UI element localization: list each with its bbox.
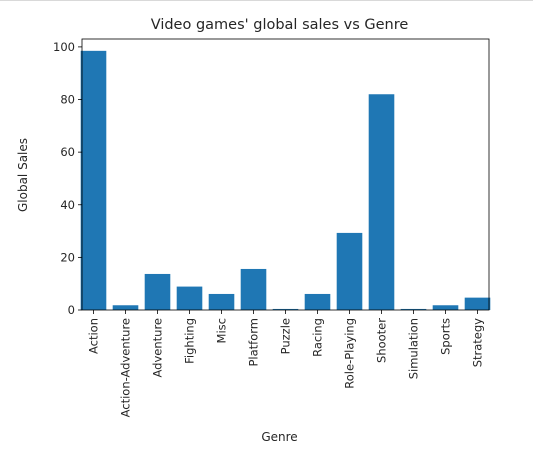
y-tick-label: 60 bbox=[60, 145, 75, 159]
x-tick-label: Role-Playing bbox=[343, 318, 357, 389]
bar-sports bbox=[433, 305, 459, 310]
x-tick-label: Fighting bbox=[183, 318, 197, 364]
y-tick-label: 0 bbox=[68, 303, 75, 317]
y-ticks-group: 0 20 40 60 80 100 bbox=[53, 40, 82, 317]
x-tick-label: Adventure bbox=[151, 318, 165, 377]
x-tick-label: Simulation bbox=[407, 318, 421, 379]
plot-frame bbox=[82, 39, 489, 310]
bar-action bbox=[81, 51, 107, 310]
x-tick-label: Platform bbox=[247, 318, 261, 367]
x-tick-label: Action bbox=[87, 318, 101, 354]
x-tick-label: Shooter bbox=[375, 318, 389, 363]
bar-role-playing bbox=[337, 233, 363, 310]
bar-fighting bbox=[177, 287, 203, 310]
x-axis-label: Genre bbox=[261, 430, 297, 444]
x-tick-label: Sports bbox=[439, 318, 453, 355]
bar-misc bbox=[209, 294, 235, 310]
x-tick-label: Strategy bbox=[471, 318, 485, 367]
x-tick-label: Racing bbox=[311, 318, 325, 357]
y-tick-label: 20 bbox=[60, 250, 75, 264]
bar-adventure bbox=[145, 274, 171, 310]
y-tick-label: 80 bbox=[60, 93, 75, 107]
chart-title: Video games' global sales vs Genre bbox=[151, 17, 409, 33]
y-tick-label: 100 bbox=[53, 40, 75, 54]
y-tick-label: 40 bbox=[60, 198, 75, 212]
x-ticks-group: Action Action-Adventure Adventure Fighting M… bbox=[87, 310, 485, 417]
x-tick-label: Action-Adventure bbox=[119, 318, 133, 417]
y-axis-label: Global Sales bbox=[16, 138, 30, 212]
x-tick-label: Misc bbox=[215, 318, 229, 343]
bar-action-adventure bbox=[113, 305, 139, 310]
bar-shooter bbox=[369, 94, 395, 310]
x-tick-label: Puzzle bbox=[279, 318, 293, 354]
bar-platform bbox=[241, 269, 267, 310]
bar-strategy bbox=[465, 298, 491, 310]
bar-racing bbox=[305, 294, 331, 310]
bars-group bbox=[81, 51, 491, 310]
